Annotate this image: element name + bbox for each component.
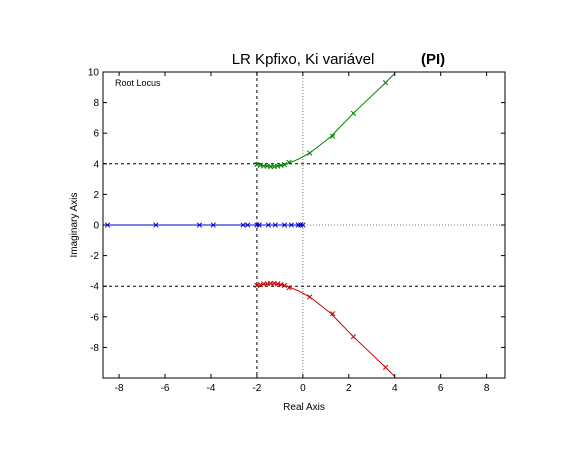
x-tick-label: 6 xyxy=(438,383,444,394)
plot-area: -8 -6 -4 -2 0 2 4 6 8 -8 -6 -4 -2 0 2 4 6 8 10 xyxy=(88,68,506,394)
locus-marker-0-0 xyxy=(104,222,111,228)
locus-marker-2-12 xyxy=(350,334,357,340)
locus-marker-0-7 xyxy=(256,222,262,228)
locus-marker-2-9 xyxy=(286,285,292,291)
locus-marker-0-6 xyxy=(254,222,260,228)
root-locus-label: Root Locus xyxy=(115,78,161,88)
y-tick-label: 10 xyxy=(88,68,100,79)
locus-marker-0-4 xyxy=(240,222,246,228)
locus-marker-0-10 xyxy=(281,222,288,228)
chart-title: LR Kpfixo, Ki variável xyxy=(232,51,375,68)
x-tick-label: 8 xyxy=(484,383,490,394)
locus-marker-0-13 xyxy=(297,222,304,228)
y-tick-label: -6 xyxy=(90,312,99,323)
locus-marker-2-8 xyxy=(281,282,288,289)
y-tick-label: -2 xyxy=(90,251,99,262)
locus-marker-0-8 xyxy=(265,222,272,228)
y-axis-label: Imaginary Axis xyxy=(69,192,80,257)
chart-title-tag: (PI) xyxy=(421,51,445,68)
x-tick-label: -4 xyxy=(207,383,216,394)
locus-marker-1-11 xyxy=(330,133,336,139)
locus-marker-0-5 xyxy=(245,222,251,228)
x-tick-label: 4 xyxy=(392,383,398,394)
y-tick-label: 8 xyxy=(93,98,99,109)
locus-marker-0-2 xyxy=(196,222,203,228)
y-tick-label: 6 xyxy=(93,129,99,140)
locus-marker-1-12 xyxy=(350,110,357,116)
y-tick-label: -4 xyxy=(90,282,99,293)
locus-marker-1-13 xyxy=(382,80,389,86)
y-tick-label: -8 xyxy=(90,343,99,354)
locus-marker-0-11 xyxy=(288,222,295,228)
locus-marker-2-13 xyxy=(382,364,389,370)
x-axis-label: Real Axis xyxy=(283,402,325,413)
x-tick-label: 0 xyxy=(300,383,306,394)
y-tick-label: 2 xyxy=(93,190,99,201)
y-tick-label: 4 xyxy=(93,159,99,170)
x-tick-label: -6 xyxy=(161,383,170,394)
locus-marker-2-10 xyxy=(307,294,313,300)
locus-marker-1-8 xyxy=(281,161,288,168)
locus-marker-1-10 xyxy=(307,150,313,156)
locus-marker-1-9 xyxy=(286,159,292,165)
locus-marker-0-12 xyxy=(295,222,301,228)
locus-marker-0-14 xyxy=(300,222,306,228)
y-tick-label: 0 xyxy=(93,221,99,232)
locus-marker-0-3 xyxy=(210,222,216,228)
locus-marker-0-9 xyxy=(272,222,278,228)
x-tick-label: 2 xyxy=(346,383,352,394)
locus-marker-2-11 xyxy=(330,311,336,317)
locus-marker-0-1 xyxy=(153,222,159,228)
x-tick-label: -2 xyxy=(252,383,261,394)
plot-data xyxy=(103,72,505,378)
x-tick-label: -8 xyxy=(115,383,124,394)
